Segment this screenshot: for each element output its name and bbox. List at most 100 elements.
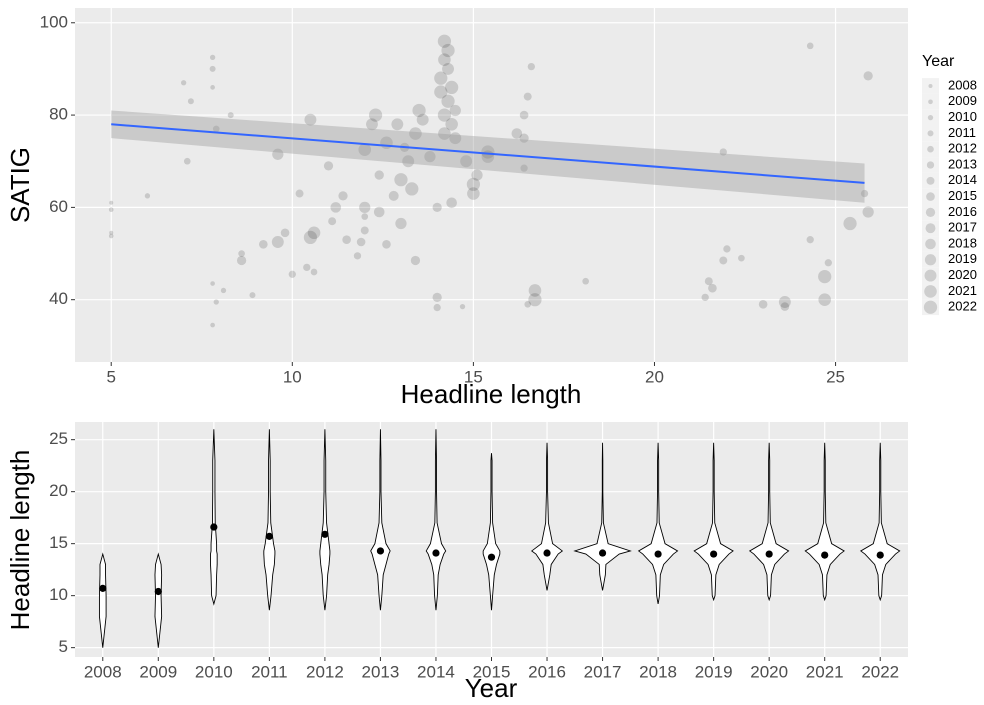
legend-key — [922, 93, 939, 110]
point — [818, 269, 832, 284]
x-axis-title: Headline length — [401, 379, 582, 409]
x-axis-title: Year — [465, 673, 518, 703]
x-tick-label: 2015 — [473, 662, 511, 681]
y-tick-label: 25 — [49, 429, 68, 448]
point — [466, 177, 481, 191]
legend-key — [922, 172, 939, 189]
violin — [370, 429, 391, 611]
point — [366, 118, 378, 131]
point — [227, 112, 234, 119]
point — [220, 287, 227, 294]
point — [523, 92, 532, 101]
y-axis-title: Headline length — [5, 450, 35, 631]
legend-symbol — [926, 161, 935, 169]
mean-point — [765, 550, 773, 558]
legend-key — [922, 109, 939, 126]
point — [527, 62, 535, 71]
point — [806, 236, 814, 244]
legend-symbol — [926, 176, 935, 185]
point — [459, 303, 466, 310]
point — [394, 173, 408, 187]
point — [342, 235, 351, 245]
point — [780, 302, 790, 311]
legend-symbol — [925, 207, 936, 218]
x-tick-label: 2018 — [639, 662, 677, 681]
mean-point — [321, 530, 329, 538]
point — [758, 299, 768, 309]
legend-label: 2012 — [948, 141, 977, 156]
point — [528, 293, 542, 307]
legend-key — [922, 299, 939, 316]
point — [373, 206, 385, 218]
point — [353, 252, 362, 260]
point — [303, 230, 318, 245]
mean-point — [154, 587, 162, 596]
point — [409, 127, 422, 140]
violin — [637, 442, 679, 605]
x-tick-label: 2014 — [417, 662, 455, 681]
mean-point — [654, 550, 662, 558]
legend-key — [922, 188, 939, 205]
point — [213, 299, 219, 305]
point — [210, 85, 215, 90]
point — [304, 113, 317, 126]
point — [723, 245, 731, 253]
mean-point — [265, 532, 273, 540]
point — [416, 113, 429, 126]
point — [108, 233, 114, 239]
plot-background — [75, 8, 908, 362]
point — [471, 169, 483, 181]
legend-key — [922, 267, 939, 284]
point — [582, 277, 589, 285]
point — [441, 43, 455, 58]
point — [860, 189, 869, 198]
point — [701, 293, 709, 302]
point — [210, 322, 215, 328]
legend-key — [922, 251, 939, 268]
violin — [154, 552, 163, 648]
mean-point — [543, 549, 551, 557]
legend-label: 2019 — [948, 251, 977, 266]
legend-symbol — [924, 285, 937, 298]
legend-symbol — [925, 223, 936, 234]
point — [719, 256, 728, 265]
point — [738, 254, 745, 262]
mean-point — [99, 584, 107, 592]
x-tick-label: 2012 — [306, 662, 344, 681]
x-tick-label: 10 — [283, 367, 302, 386]
legend-symbol — [924, 269, 937, 282]
legend-label: 2015 — [948, 188, 977, 203]
legend-symbol — [924, 254, 937, 266]
mean-point — [210, 523, 218, 531]
point — [288, 270, 296, 278]
point — [187, 98, 194, 105]
x-tick-label: 2009 — [139, 662, 177, 681]
point — [445, 118, 458, 131]
violin — [319, 429, 331, 611]
violin — [98, 552, 107, 648]
point — [374, 170, 384, 180]
legend-symbol — [927, 145, 934, 153]
point — [412, 103, 426, 118]
violin — [210, 429, 218, 606]
violin — [693, 442, 734, 602]
point — [259, 239, 268, 249]
legend-label: 2017 — [948, 220, 977, 235]
point — [249, 292, 256, 299]
legend-symbol — [928, 99, 933, 105]
point — [806, 42, 814, 50]
point — [108, 207, 114, 213]
x-tick-label: 2019 — [695, 662, 733, 681]
point — [272, 148, 284, 160]
point — [144, 193, 151, 199]
legend-key — [922, 204, 939, 221]
point — [438, 127, 451, 140]
legend-symbol — [923, 300, 938, 314]
point — [441, 94, 455, 108]
point — [310, 268, 318, 276]
point — [388, 190, 399, 201]
y-tick-label: 5 — [59, 637, 68, 656]
point — [432, 292, 442, 303]
point — [520, 164, 528, 172]
